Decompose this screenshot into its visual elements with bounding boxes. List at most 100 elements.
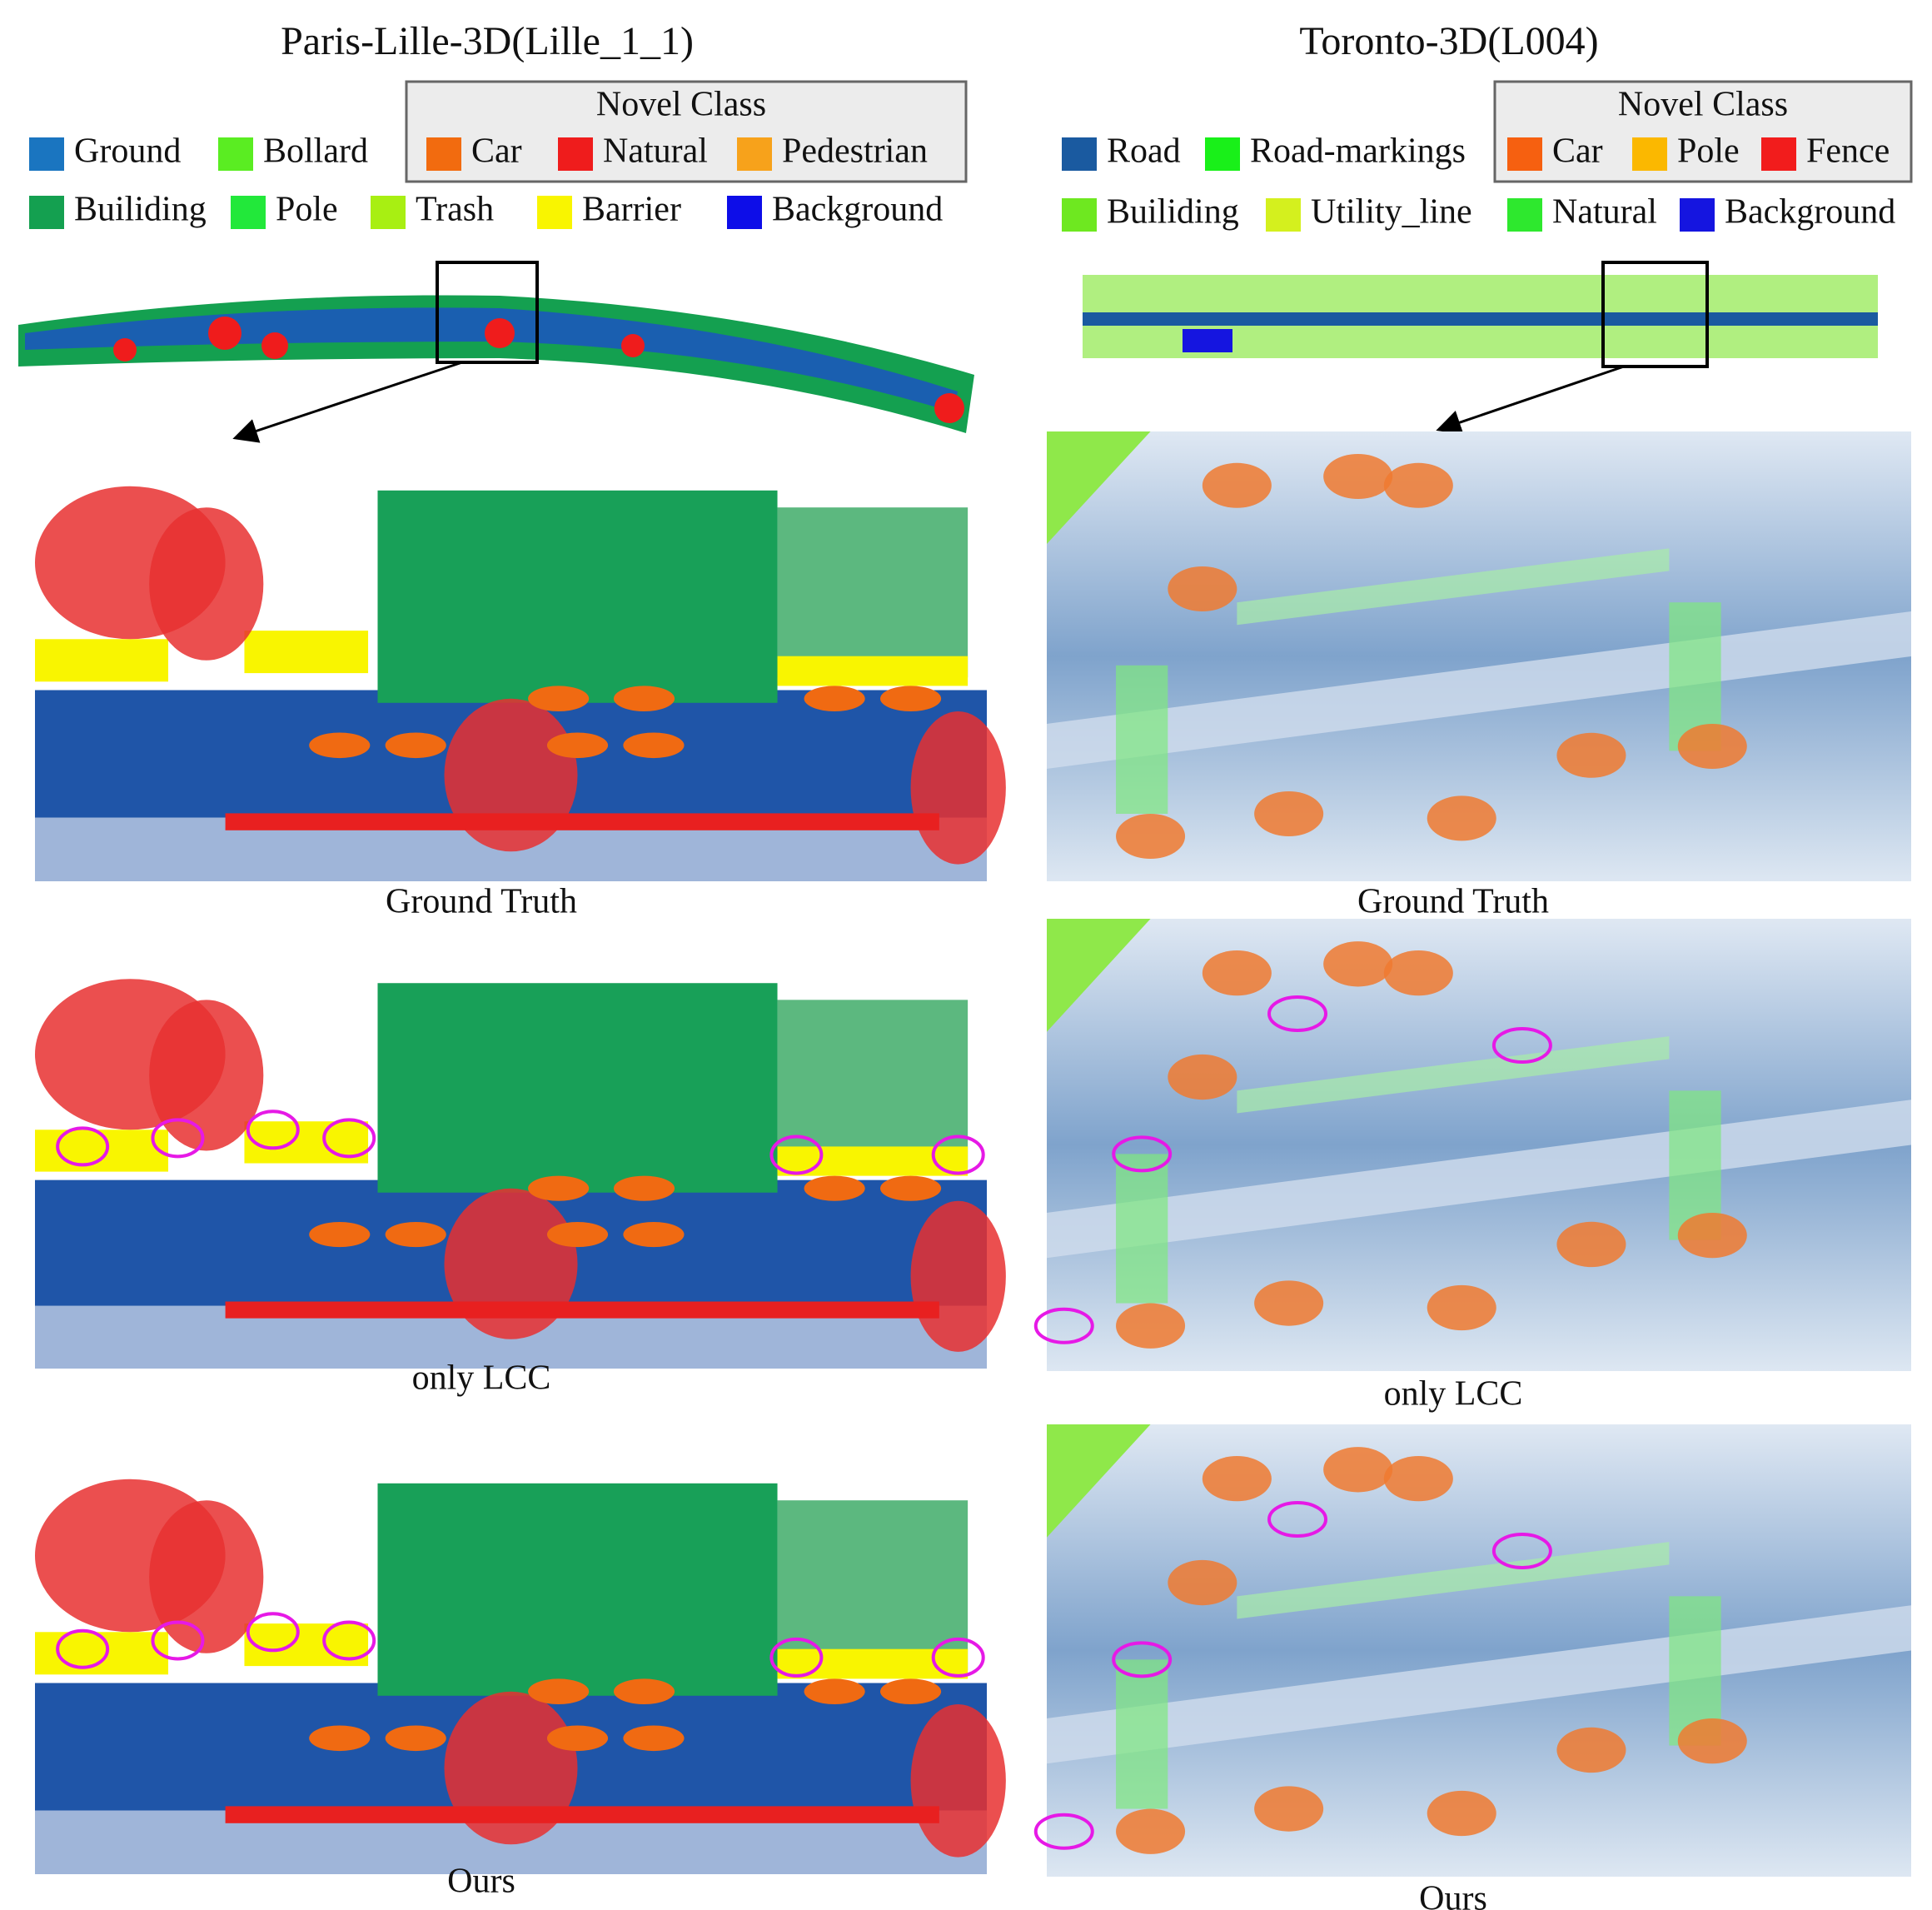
- legend-swatch: [737, 137, 772, 171]
- legend-label: Utility_line: [1311, 193, 1472, 232]
- highlight: [246, 1612, 300, 1653]
- car: [1427, 1284, 1496, 1331]
- car: [1556, 1727, 1626, 1773]
- legend-label: Car: [1552, 132, 1603, 171]
- legend-swatch: [1266, 198, 1301, 232]
- building: [377, 983, 778, 1193]
- car: [1383, 462, 1453, 508]
- caption: Ground Truth: [1357, 883, 1549, 921]
- barrier: [244, 631, 369, 674]
- legend-swatch: [1062, 198, 1097, 232]
- tree: [149, 507, 264, 661]
- crosswalk: [1116, 1659, 1168, 1809]
- panels: [35, 431, 1911, 1877]
- legend-swatch: [218, 137, 253, 171]
- legend-label: Road: [1107, 132, 1181, 171]
- panel-title: Toronto-3D(L004): [1299, 19, 1598, 63]
- right-panel: [1047, 431, 1911, 881]
- car: [309, 1725, 371, 1752]
- highlight: [769, 1135, 824, 1175]
- curb: [225, 813, 939, 830]
- legend-swatch: [29, 196, 64, 229]
- legend-swatch: [1507, 137, 1542, 171]
- highlight: [322, 1620, 376, 1661]
- barrier: [35, 639, 169, 682]
- legend-label: Pole: [1677, 132, 1740, 171]
- tree: [910, 1200, 1006, 1352]
- car: [879, 1175, 942, 1201]
- novel-box: [1493, 80, 1913, 183]
- car: [1116, 1808, 1186, 1854]
- legend-swatch: [558, 137, 593, 171]
- legend-label: Car: [471, 132, 522, 171]
- highlight: [1491, 1533, 1552, 1570]
- building: [377, 1483, 778, 1696]
- highlight: [56, 1628, 110, 1669]
- car: [613, 1175, 675, 1201]
- right-panel: [1033, 919, 1911, 1371]
- crosswalk: [1116, 665, 1168, 814]
- car: [1254, 791, 1324, 836]
- car: [1383, 950, 1453, 996]
- legend-swatch: [1507, 198, 1542, 232]
- car: [528, 686, 590, 711]
- car: [309, 732, 371, 759]
- highlight: [322, 1118, 376, 1159]
- highlight: [246, 1110, 300, 1150]
- left-panel: [35, 486, 1006, 881]
- legend-label: Pole: [276, 191, 338, 229]
- car: [309, 1221, 371, 1248]
- crosswalk: [1237, 548, 1670, 626]
- car: [1254, 1280, 1324, 1326]
- legend-label: Builiding: [74, 191, 207, 229]
- car: [1168, 566, 1237, 611]
- highlight: [151, 1620, 205, 1661]
- car: [613, 686, 675, 711]
- highlight: [1112, 1641, 1173, 1678]
- building: [377, 490, 778, 703]
- legend-label: Builiding: [1107, 193, 1239, 232]
- caption: only LCC: [412, 1359, 551, 1398]
- crosswalk: [1116, 1154, 1168, 1304]
- car: [1116, 814, 1186, 859]
- legend-label: Road-markings: [1250, 132, 1466, 171]
- legend-label: Background: [1725, 193, 1895, 232]
- panel-title: Paris-Lille-3D(Lille_1_1): [281, 19, 694, 63]
- legend-label: Background: [772, 191, 943, 229]
- tree: [910, 1704, 1006, 1858]
- legend-label: Natural: [603, 132, 708, 171]
- left-panel: [35, 1479, 1006, 1874]
- car: [1323, 1447, 1393, 1493]
- highlight: [931, 1637, 985, 1678]
- legend-swatch: [1205, 137, 1240, 171]
- highlight: [151, 1118, 205, 1159]
- caption: Ground Truth: [386, 883, 577, 921]
- legend-swatch: [727, 196, 762, 229]
- car: [879, 686, 942, 711]
- car: [1677, 1212, 1747, 1259]
- curb: [225, 1806, 939, 1823]
- legend-swatch: [29, 137, 64, 171]
- car: [1116, 1303, 1186, 1349]
- novel-title: Novel Class: [1618, 86, 1788, 124]
- caption: Ours: [1419, 1880, 1487, 1910]
- highlight: [1033, 1813, 1094, 1850]
- car: [623, 1221, 685, 1248]
- overview-left: [18, 261, 974, 443]
- car: [1202, 1456, 1272, 1502]
- car: [623, 1725, 685, 1752]
- car: [1383, 1456, 1453, 1502]
- highlight: [1033, 1307, 1094, 1344]
- legend-swatch: [1062, 137, 1097, 171]
- tree: [149, 1500, 264, 1653]
- building: [1047, 1424, 1151, 1538]
- legend-label: Ground: [74, 132, 181, 171]
- highlight: [1267, 1501, 1328, 1538]
- legend-swatch: [426, 137, 461, 171]
- highlight: [1112, 1135, 1173, 1173]
- building: [777, 507, 968, 678]
- legend-label: Barrier: [582, 191, 681, 229]
- car: [546, 1221, 609, 1248]
- car: [1323, 941, 1393, 987]
- legend-label: Trash: [416, 191, 494, 229]
